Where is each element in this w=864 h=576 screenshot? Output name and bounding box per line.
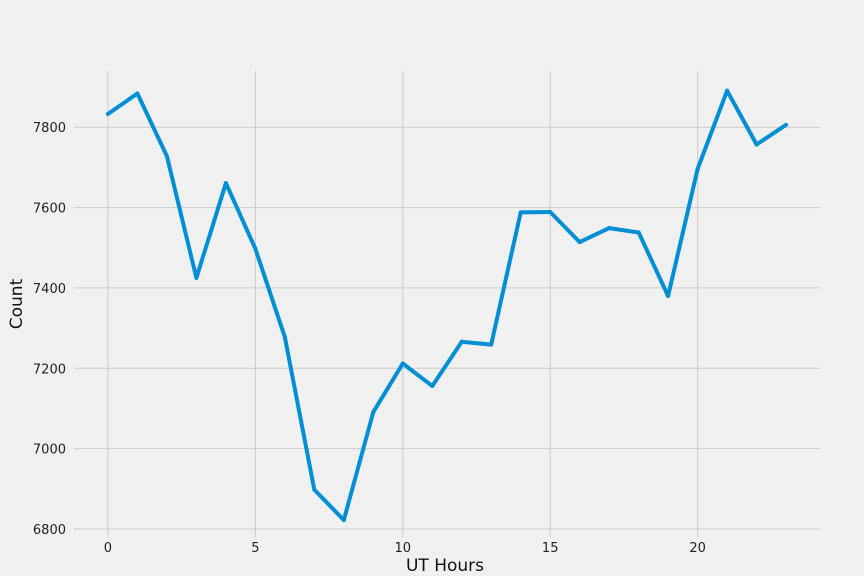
data-point: [312, 487, 317, 492]
x-tick-label: 15: [542, 541, 559, 556]
data-point: [282, 334, 287, 339]
y-tick-label: 7800: [33, 121, 66, 136]
y-tick-label: 6800: [33, 523, 66, 538]
data-point: [754, 142, 759, 147]
x-tick-label: 20: [689, 541, 706, 556]
y-tick-labels: 6800 7000 7200 7400 7600 7800: [33, 121, 66, 538]
data-point: [695, 167, 700, 172]
y-gridlines: [74, 126, 820, 530]
x-axis-label: UT Hours: [406, 556, 484, 576]
data-point: [194, 275, 199, 280]
data-point: [164, 154, 169, 159]
x-tick-label: 5: [251, 541, 259, 556]
y-tick-label: 7200: [33, 362, 66, 377]
data-point: [341, 518, 346, 523]
y-axis-label: Count: [7, 278, 27, 329]
y-tick-label: 7000: [33, 443, 66, 458]
data-point: [666, 293, 671, 298]
y-tick-label: 7400: [33, 282, 66, 297]
data-point: [725, 88, 730, 93]
data-point: [518, 210, 523, 215]
x-gridlines: [107, 71, 699, 537]
x-tick-label: 10: [394, 541, 411, 556]
data-point: [430, 383, 435, 388]
series-points: [105, 88, 789, 523]
data-point: [223, 181, 228, 186]
data-point: [253, 246, 258, 251]
data-point: [135, 91, 140, 96]
x-tick-labels: 0 5 10 15 20: [104, 541, 706, 556]
data-point: [636, 230, 641, 235]
data-point: [400, 361, 405, 366]
data-point: [577, 240, 582, 245]
x-tick-label: 0: [104, 541, 112, 556]
data-point: [105, 111, 110, 116]
data-point: [607, 226, 612, 231]
y-tick-label: 7600: [33, 202, 66, 217]
series-line: [106, 88, 788, 523]
data-point: [489, 342, 494, 347]
data-point: [548, 210, 553, 215]
data-point: [784, 122, 789, 127]
data-point: [371, 410, 376, 415]
data-point: [459, 339, 464, 344]
